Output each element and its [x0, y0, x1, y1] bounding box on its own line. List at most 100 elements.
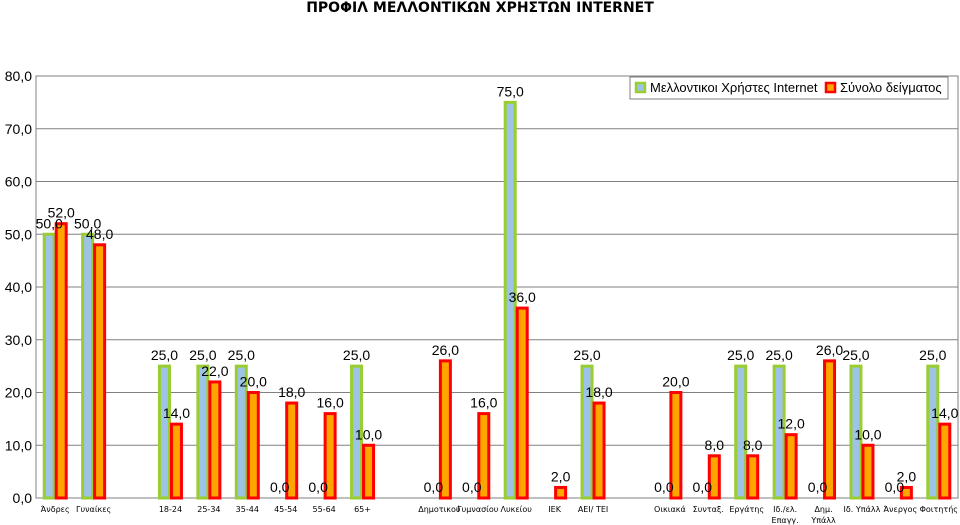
data-label: 0,0: [462, 479, 482, 495]
y-tick-label: 0,0: [13, 490, 33, 506]
x-tick-label: Επαγγ.: [772, 516, 799, 525]
bar-total-sample: [477, 412, 491, 500]
bar-total-sample: [899, 485, 913, 500]
data-label: 50,0: [36, 215, 63, 231]
x-tick-label: 65+: [354, 505, 371, 514]
x-tick-label: Οικιακά: [654, 505, 686, 514]
data-label: 0,0: [654, 479, 674, 495]
x-tick-label: Άνεργος: [884, 505, 918, 514]
legend-label: Σύνολο δείγματος: [840, 80, 942, 95]
bar-total-sample: [323, 412, 337, 500]
data-label: 25,0: [727, 347, 754, 363]
data-label: 36,0: [509, 289, 536, 305]
data-label: 20,0: [240, 374, 267, 390]
bar-total-sample: [169, 422, 183, 500]
data-label: 0,0: [693, 479, 713, 495]
x-tick-label: Υπάλλ: [810, 516, 836, 525]
data-label: 0,0: [270, 479, 290, 495]
data-label: 0,0: [885, 479, 905, 495]
y-tick-label: 60,0: [5, 174, 32, 190]
x-tick-label: 25-34: [197, 505, 220, 514]
bar-future-users: [234, 364, 248, 500]
x-tick-label: Γυναίκες: [76, 505, 111, 514]
bar-total-sample: [93, 243, 107, 500]
bar-layer: [42, 100, 952, 500]
x-tick-label: 55-64: [313, 505, 336, 514]
bar-future-users: [196, 364, 210, 500]
data-label: 26,0: [816, 342, 843, 358]
data-label: 25,0: [573, 347, 600, 363]
data-label: 2,0: [897, 468, 917, 484]
chart-title: ΠΡΟΦΙΛ ΜΕΛΛΟΝΤΙΚΩΝ ΧΡΗΣΤΩΝ INTERNET: [306, 0, 654, 16]
bar-total-sample: [861, 443, 875, 500]
bar-total-sample: [746, 454, 760, 500]
x-tick-label: Δημοτικού: [418, 504, 461, 514]
bar-future-users: [734, 364, 748, 500]
grid-layer: [35, 75, 959, 499]
x-tick-label: ΑΕΙ/ ΤΕΙ: [578, 505, 608, 514]
data-label: 75,0: [497, 83, 524, 99]
bar-total-sample: [515, 306, 529, 500]
bar-future-users: [81, 232, 95, 500]
data-label: 18,0: [585, 384, 612, 400]
data-label: 25,0: [151, 347, 178, 363]
data-label: 16,0: [317, 395, 344, 411]
bar-future-users: [849, 364, 863, 500]
data-label: 25,0: [766, 347, 793, 363]
bar-total-sample: [362, 443, 376, 500]
x-tick-label: 45-54: [274, 505, 297, 514]
x-tick-label: Γυμνασίου: [457, 505, 499, 514]
data-label: 0,0: [808, 479, 828, 495]
data-label: 14,0: [163, 405, 190, 421]
bar-future-users: [157, 364, 171, 500]
bar-total-sample: [707, 454, 721, 500]
y-tick-label: 20,0: [5, 385, 32, 401]
data-label: 25,0: [919, 347, 946, 363]
bar-future-users: [926, 364, 940, 500]
bar-total-sample: [285, 401, 299, 500]
legend-label: Μελλοντικοι Χρήστες Internet: [650, 80, 818, 95]
bar-future-users: [42, 232, 56, 500]
data-label: 25,0: [228, 347, 255, 363]
legend-swatch-future-users: [634, 81, 647, 94]
y-tick-label: 10,0: [5, 437, 32, 453]
x-tick-label: 35-44: [236, 505, 259, 514]
data-label: 8,0: [705, 437, 725, 453]
bar-total-sample: [823, 359, 837, 500]
x-tick-label: Εργάτης: [729, 505, 764, 514]
x-tick-label: Δημ.: [814, 505, 832, 514]
data-label: 0,0: [308, 479, 328, 495]
data-label: 10,0: [854, 426, 881, 442]
data-label: 48,0: [86, 226, 113, 242]
y-tick-label: 70,0: [5, 121, 32, 137]
x-tick-label: 18-24: [159, 505, 182, 514]
y-tick-label: 80,0: [5, 68, 32, 84]
data-label: 8,0: [743, 437, 763, 453]
label-layer: 50,0 50,0 25,0 25,0 25,0 0,0 0,0 25,0 0,0 0,0 75,0…: [36, 83, 959, 495]
axis-layer: 0,0 10,0 20,0 30,0 40,0 50,0 60,0 70,0 80,0 Άνδρε…: [5, 68, 958, 525]
x-tick-label: Ιδ./ελ.: [773, 505, 797, 514]
legend-swatch-total-sample: [824, 81, 837, 94]
x-tick-label: Συνταξ.: [693, 505, 724, 514]
y-tick-label: 50,0: [5, 226, 32, 242]
bar-total-sample: [554, 485, 568, 500]
data-label: 20,0: [662, 374, 689, 390]
data-label: 50,0: [74, 215, 101, 231]
x-tick-label: Φοιτητής: [920, 505, 958, 514]
y-tick-label: 40,0: [5, 279, 32, 295]
bar-total-sample: [54, 222, 68, 500]
x-tick-label: Ιδ. Υπάλλ: [844, 505, 881, 514]
data-label: 25,0: [343, 347, 370, 363]
bar-future-users: [772, 364, 786, 500]
bar-total-sample: [938, 422, 952, 500]
bar-total-sample: [438, 359, 452, 500]
bar-total-sample: [669, 391, 683, 500]
data-label: 12,0: [778, 416, 805, 432]
x-tick-label: Λυκείου: [501, 505, 533, 514]
bar-total-sample: [784, 433, 798, 500]
bar-future-users: [503, 100, 517, 500]
data-label: 14,0: [931, 405, 958, 421]
bar-total-sample: [592, 401, 606, 500]
legend-box: [629, 76, 949, 100]
bar-future-users: [350, 364, 364, 500]
